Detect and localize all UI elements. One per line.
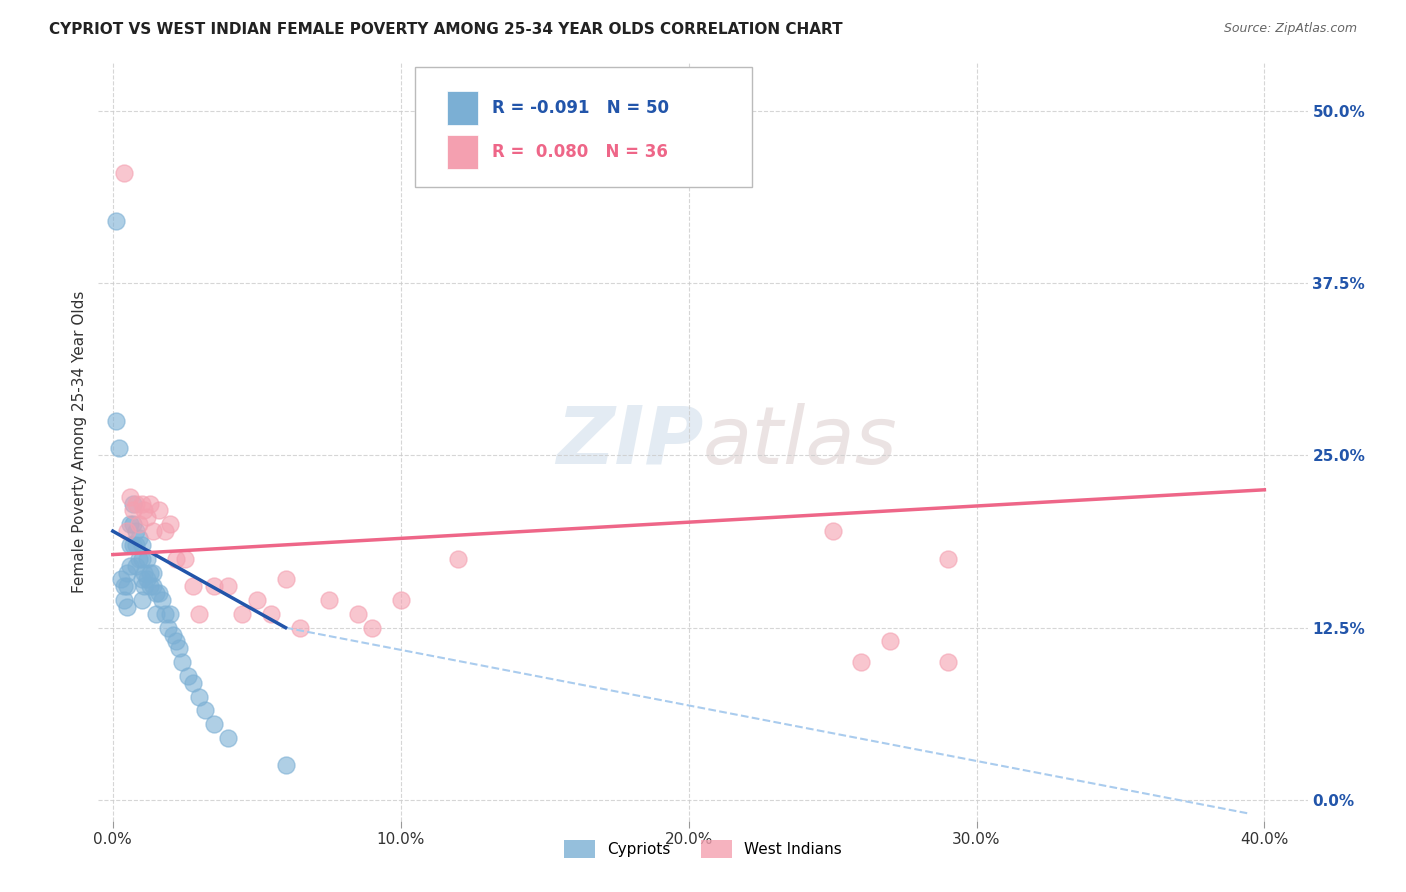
Point xyxy=(128,517,150,532)
Point xyxy=(170,655,193,669)
Point xyxy=(142,579,165,593)
Point xyxy=(125,497,148,511)
Point xyxy=(120,558,142,573)
Point xyxy=(202,579,225,593)
Point xyxy=(120,490,142,504)
Point xyxy=(156,621,179,635)
Point xyxy=(115,566,138,580)
Point xyxy=(134,566,156,580)
Text: atlas: atlas xyxy=(703,402,898,481)
Point xyxy=(112,579,135,593)
Point xyxy=(145,586,167,600)
Point xyxy=(879,634,901,648)
Point xyxy=(346,607,368,621)
Point xyxy=(260,607,283,621)
Point xyxy=(274,573,297,587)
Point xyxy=(246,593,269,607)
Point xyxy=(165,634,187,648)
Point xyxy=(139,497,162,511)
Legend: Cypriots, West Indians: Cypriots, West Indians xyxy=(557,832,849,866)
Point xyxy=(183,579,205,593)
Point xyxy=(936,655,959,669)
Point xyxy=(122,538,145,552)
Point xyxy=(104,214,127,228)
Y-axis label: Female Poverty Among 25-34 Year Olds: Female Poverty Among 25-34 Year Olds xyxy=(72,291,87,592)
Point xyxy=(148,503,170,517)
Point xyxy=(217,579,239,593)
Point xyxy=(165,551,187,566)
Point xyxy=(150,593,173,607)
Point xyxy=(821,524,844,538)
Point xyxy=(188,690,211,704)
Point xyxy=(153,524,176,538)
Point xyxy=(125,558,148,573)
Point xyxy=(128,531,150,545)
Text: CYPRIOT VS WEST INDIAN FEMALE POVERTY AMONG 25-34 YEAR OLDS CORRELATION CHART: CYPRIOT VS WEST INDIAN FEMALE POVERTY AM… xyxy=(49,22,842,37)
Point xyxy=(145,607,167,621)
Text: R = -0.091   N = 50: R = -0.091 N = 50 xyxy=(492,99,669,117)
Point xyxy=(142,566,165,580)
Point xyxy=(194,703,217,717)
Point xyxy=(231,607,253,621)
Point xyxy=(851,655,873,669)
Point xyxy=(188,607,211,621)
Point xyxy=(148,586,170,600)
Point xyxy=(159,607,181,621)
Point xyxy=(142,524,165,538)
Text: Source: ZipAtlas.com: Source: ZipAtlas.com xyxy=(1223,22,1357,36)
Point xyxy=(318,593,340,607)
Point xyxy=(131,551,153,566)
Point xyxy=(202,717,225,731)
Point xyxy=(122,497,145,511)
Point xyxy=(159,517,181,532)
Point xyxy=(288,621,311,635)
Point xyxy=(110,573,132,587)
Point xyxy=(134,503,156,517)
Point xyxy=(173,551,195,566)
Point xyxy=(125,524,148,538)
Point xyxy=(122,503,145,517)
Point xyxy=(112,593,135,607)
Point xyxy=(139,566,162,580)
Text: R =  0.080   N = 36: R = 0.080 N = 36 xyxy=(492,143,668,161)
Point xyxy=(136,510,159,524)
Point xyxy=(122,517,145,532)
Point xyxy=(134,579,156,593)
Point xyxy=(120,538,142,552)
Point xyxy=(217,731,239,745)
Point xyxy=(167,641,190,656)
Point xyxy=(131,593,153,607)
Point xyxy=(107,442,129,456)
Point xyxy=(136,551,159,566)
Point xyxy=(128,551,150,566)
Point xyxy=(115,524,138,538)
Point xyxy=(112,166,135,180)
Point xyxy=(131,573,153,587)
Point xyxy=(274,758,297,772)
Point xyxy=(115,599,138,614)
Point xyxy=(153,607,176,621)
Point xyxy=(176,669,198,683)
Point xyxy=(183,675,205,690)
Point xyxy=(361,621,384,635)
Point xyxy=(1398,490,1406,504)
Point xyxy=(136,573,159,587)
Point xyxy=(447,551,470,566)
Point xyxy=(131,497,153,511)
Point xyxy=(936,551,959,566)
Point xyxy=(115,579,138,593)
Point xyxy=(131,538,153,552)
Text: ZIP: ZIP xyxy=(555,402,703,481)
Point xyxy=(104,414,127,428)
Point xyxy=(389,593,412,607)
Point xyxy=(162,627,184,641)
Point xyxy=(139,579,162,593)
Point xyxy=(120,517,142,532)
Point xyxy=(125,538,148,552)
